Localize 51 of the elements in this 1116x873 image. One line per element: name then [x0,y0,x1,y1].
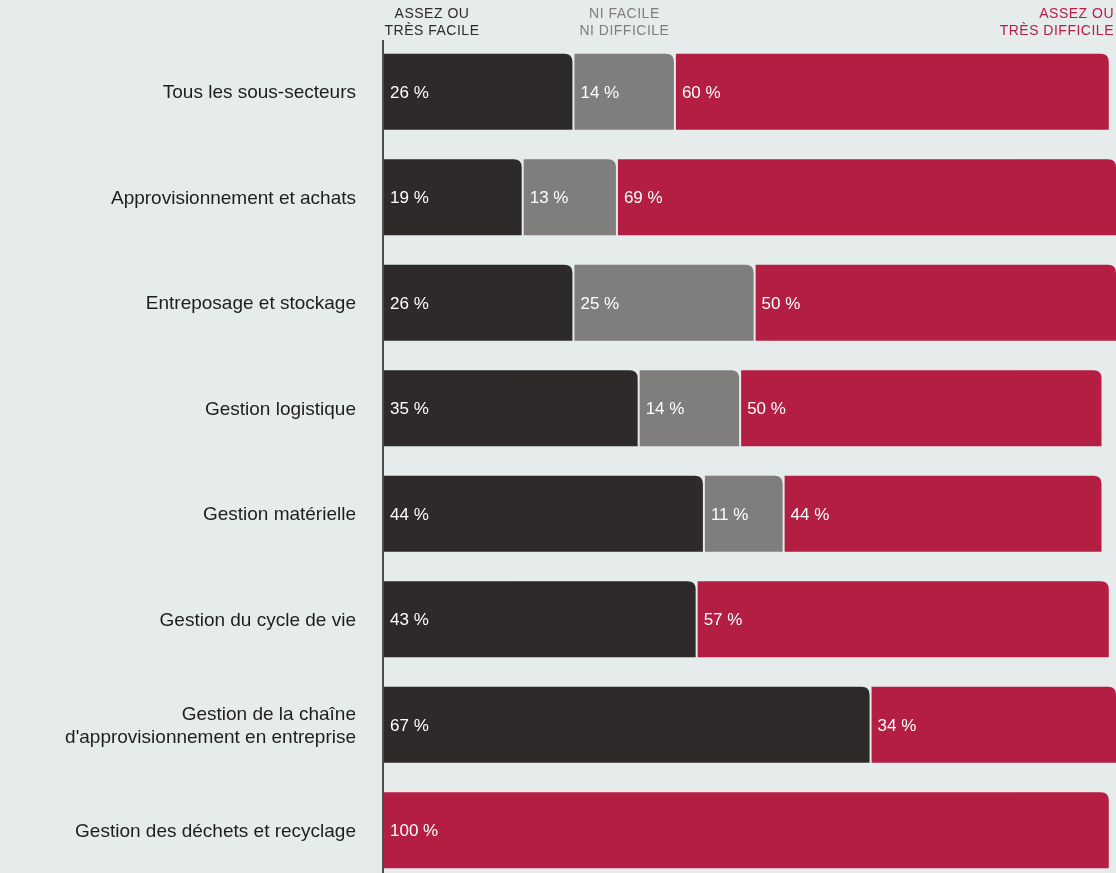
data-label: 19 % [390,188,429,208]
y-tick-label: Gestion matérielle [202,503,356,525]
data-label: 25 % [580,293,620,313]
bar [384,53,573,130]
data-label: 100 % [390,821,439,841]
data-label: 44 % [390,504,429,524]
y-tick-label: Entreposage et stockage [145,292,356,314]
y-tick-label: Gestion de la chaîne d'approvisionnement en entreprise [65,702,356,747]
data-label: 69 % [623,188,663,208]
data-label: 26 % [390,293,429,313]
series-label: ASSEZ OU TRÈS FACILE [384,5,480,38]
y-tick-label: Gestion logistique [204,397,356,419]
bar [697,581,1109,658]
data-label: 26 % [390,82,429,102]
bar [755,264,1116,341]
bar [675,53,1109,130]
data-label: 44 % [790,504,830,524]
bar [384,686,870,763]
data-label: 13 % [529,188,569,208]
data-label: 50 % [761,293,801,313]
bar [741,370,1102,447]
bar [639,370,740,447]
bar [384,370,638,447]
data-label: 57 % [703,610,743,630]
y-tick-label: Approvisionnement et achats [110,186,356,208]
bar [384,264,573,341]
bar [704,475,783,552]
data-label: 11 % [710,504,749,524]
y-tick-label: Tous les sous-secteurs [162,81,356,103]
bar [384,475,703,552]
data-label: 43 % [390,610,429,630]
bar [384,581,696,658]
series-label: NI FACILE NI DIFFICILE [579,5,670,38]
data-label: 60 % [681,82,721,102]
bar [523,159,616,236]
bar [384,159,522,236]
series-label: ASSEZ OU TRÈS DIFFICILE [999,5,1114,38]
data-label: 35 % [390,399,429,419]
bar [784,475,1102,552]
bar [871,686,1116,763]
data-label: 50 % [747,399,786,419]
y-tick-label: Gestion du cycle de vie [159,608,356,630]
bar [574,53,674,130]
y-tick-label: Gestion des déchets et recyclage [75,819,356,841]
bar [617,159,1116,236]
data-label: 14 % [645,399,685,419]
bar [574,264,754,341]
bar [384,792,1109,869]
data-label: 67 % [390,715,429,735]
data-label: 34 % [877,715,917,735]
data-label: 14 % [580,82,620,102]
